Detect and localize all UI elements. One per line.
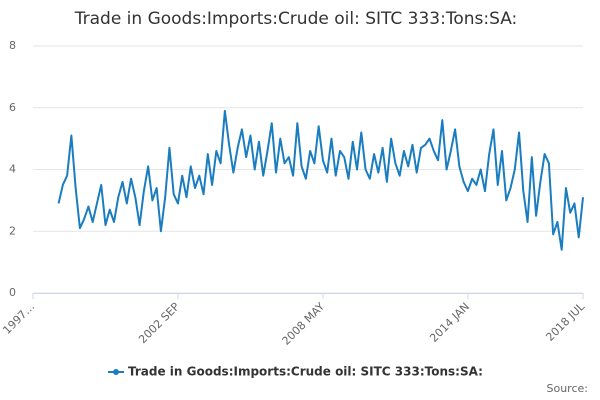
x-tick-label: 2008 MAY: [280, 300, 328, 348]
series-line: [57, 109, 584, 251]
legend-marker: [113, 369, 119, 375]
x-tick-label: 1997…: [0, 300, 37, 337]
legend-label: Trade in Goods:Imports:Crude oil: SITC 3…: [128, 365, 483, 379]
x-tick-label: 2002 SEP: [136, 300, 182, 346]
x-tick-label: 2018 JUL: [543, 299, 587, 343]
y-tick-label: 2: [9, 224, 16, 237]
y-tick-label: 8: [9, 39, 16, 52]
y-tick-label: 6: [9, 101, 16, 114]
chart-title: Trade in Goods:Imports:Crude oil: SITC 3…: [74, 9, 518, 29]
x-tick-label: 2014 JAN: [427, 300, 472, 345]
y-tick-label: 4: [9, 163, 16, 176]
y-tick-label: 0: [9, 286, 16, 299]
source: Source:: [547, 382, 589, 395]
